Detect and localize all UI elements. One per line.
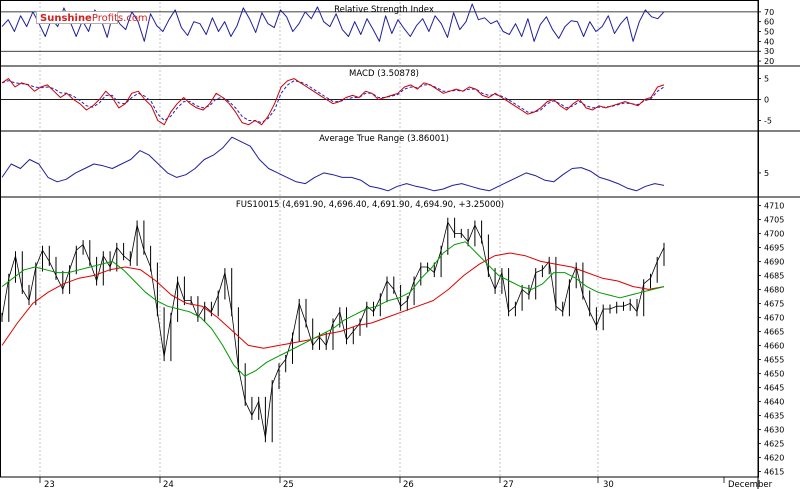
y-tick-label: 70 [764, 8, 774, 17]
grid-lines [0, 2, 758, 477]
y-tick-label: 4650 [764, 369, 784, 378]
x-tick-label: December [728, 480, 773, 489]
logo-brand-second: Profits.com [91, 13, 148, 24]
y-tick-label: 4620 [764, 453, 784, 462]
label-layer: Relative Strength Index 706050403020MACD … [39, 5, 784, 489]
price-bars [1, 217, 665, 443]
y-tick-label: 4685 [764, 271, 784, 280]
y-tick-label: 4660 [764, 341, 784, 350]
y-tick-label: 4710 [764, 201, 784, 210]
y-tick-label: 4640 [764, 397, 784, 406]
y-tick-label: 30 [764, 47, 774, 56]
y-tick-label: -5 [764, 117, 772, 126]
y-tick-label: 4615 [764, 467, 784, 476]
y-tick-label: 50 [764, 28, 774, 37]
y-tick-label: 4705 [764, 215, 784, 224]
green-moving-average [1, 241, 665, 377]
y-tick-label: 4690 [764, 257, 784, 266]
atr-line [1, 136, 665, 192]
red-moving-average [1, 252, 665, 349]
y-tick-label: 60 [764, 18, 774, 27]
y-tick-label: 20 [764, 57, 774, 66]
y-tick-label: 40 [764, 37, 774, 46]
series-layer [1, 3, 665, 443]
x-tick-label: 30 [603, 480, 614, 489]
y-tick-label: 4665 [764, 327, 784, 336]
y-tick-label: 4675 [764, 299, 784, 308]
y-tick-label: 4700 [764, 229, 784, 238]
x-tick-label: 25 [283, 480, 294, 489]
price-line [1, 221, 665, 439]
panel-title: Relative Strength Index [334, 5, 434, 15]
y-tick-label: 4625 [764, 439, 784, 448]
y-tick-label: 4695 [764, 243, 784, 252]
y-tick-label: 4635 [764, 411, 784, 420]
watermark-logo: SunshineProfits.com [36, 11, 148, 24]
x-tick-label: 27 [503, 480, 514, 489]
y-tick-label: 0 [764, 96, 769, 105]
y-tick-label: 4670 [764, 313, 784, 322]
panel-title: MACD (3.50878) [349, 69, 419, 79]
x-tick-label: 23 [44, 480, 55, 489]
y-tick-label: 4655 [764, 355, 784, 364]
y-tick-label: 5 [764, 169, 769, 178]
y-tick-label: 4680 [764, 285, 784, 294]
macd-line [1, 78, 665, 126]
y-tick-label: 4630 [764, 425, 784, 434]
logo-brand-first: Sunshine [40, 13, 92, 24]
y-tick-label: 5 [764, 75, 769, 84]
y-tick-label: 4645 [764, 383, 784, 392]
x-tick-label: 26 [403, 480, 414, 489]
panel-title: FUS10015 (4,691.90, 4,696.40, 4,691.90, … [236, 200, 504, 210]
macd-signal-line [1, 80, 665, 124]
panel-title: Average True Range (3.86001) [319, 134, 449, 144]
x-tick-label: 24 [163, 480, 174, 489]
